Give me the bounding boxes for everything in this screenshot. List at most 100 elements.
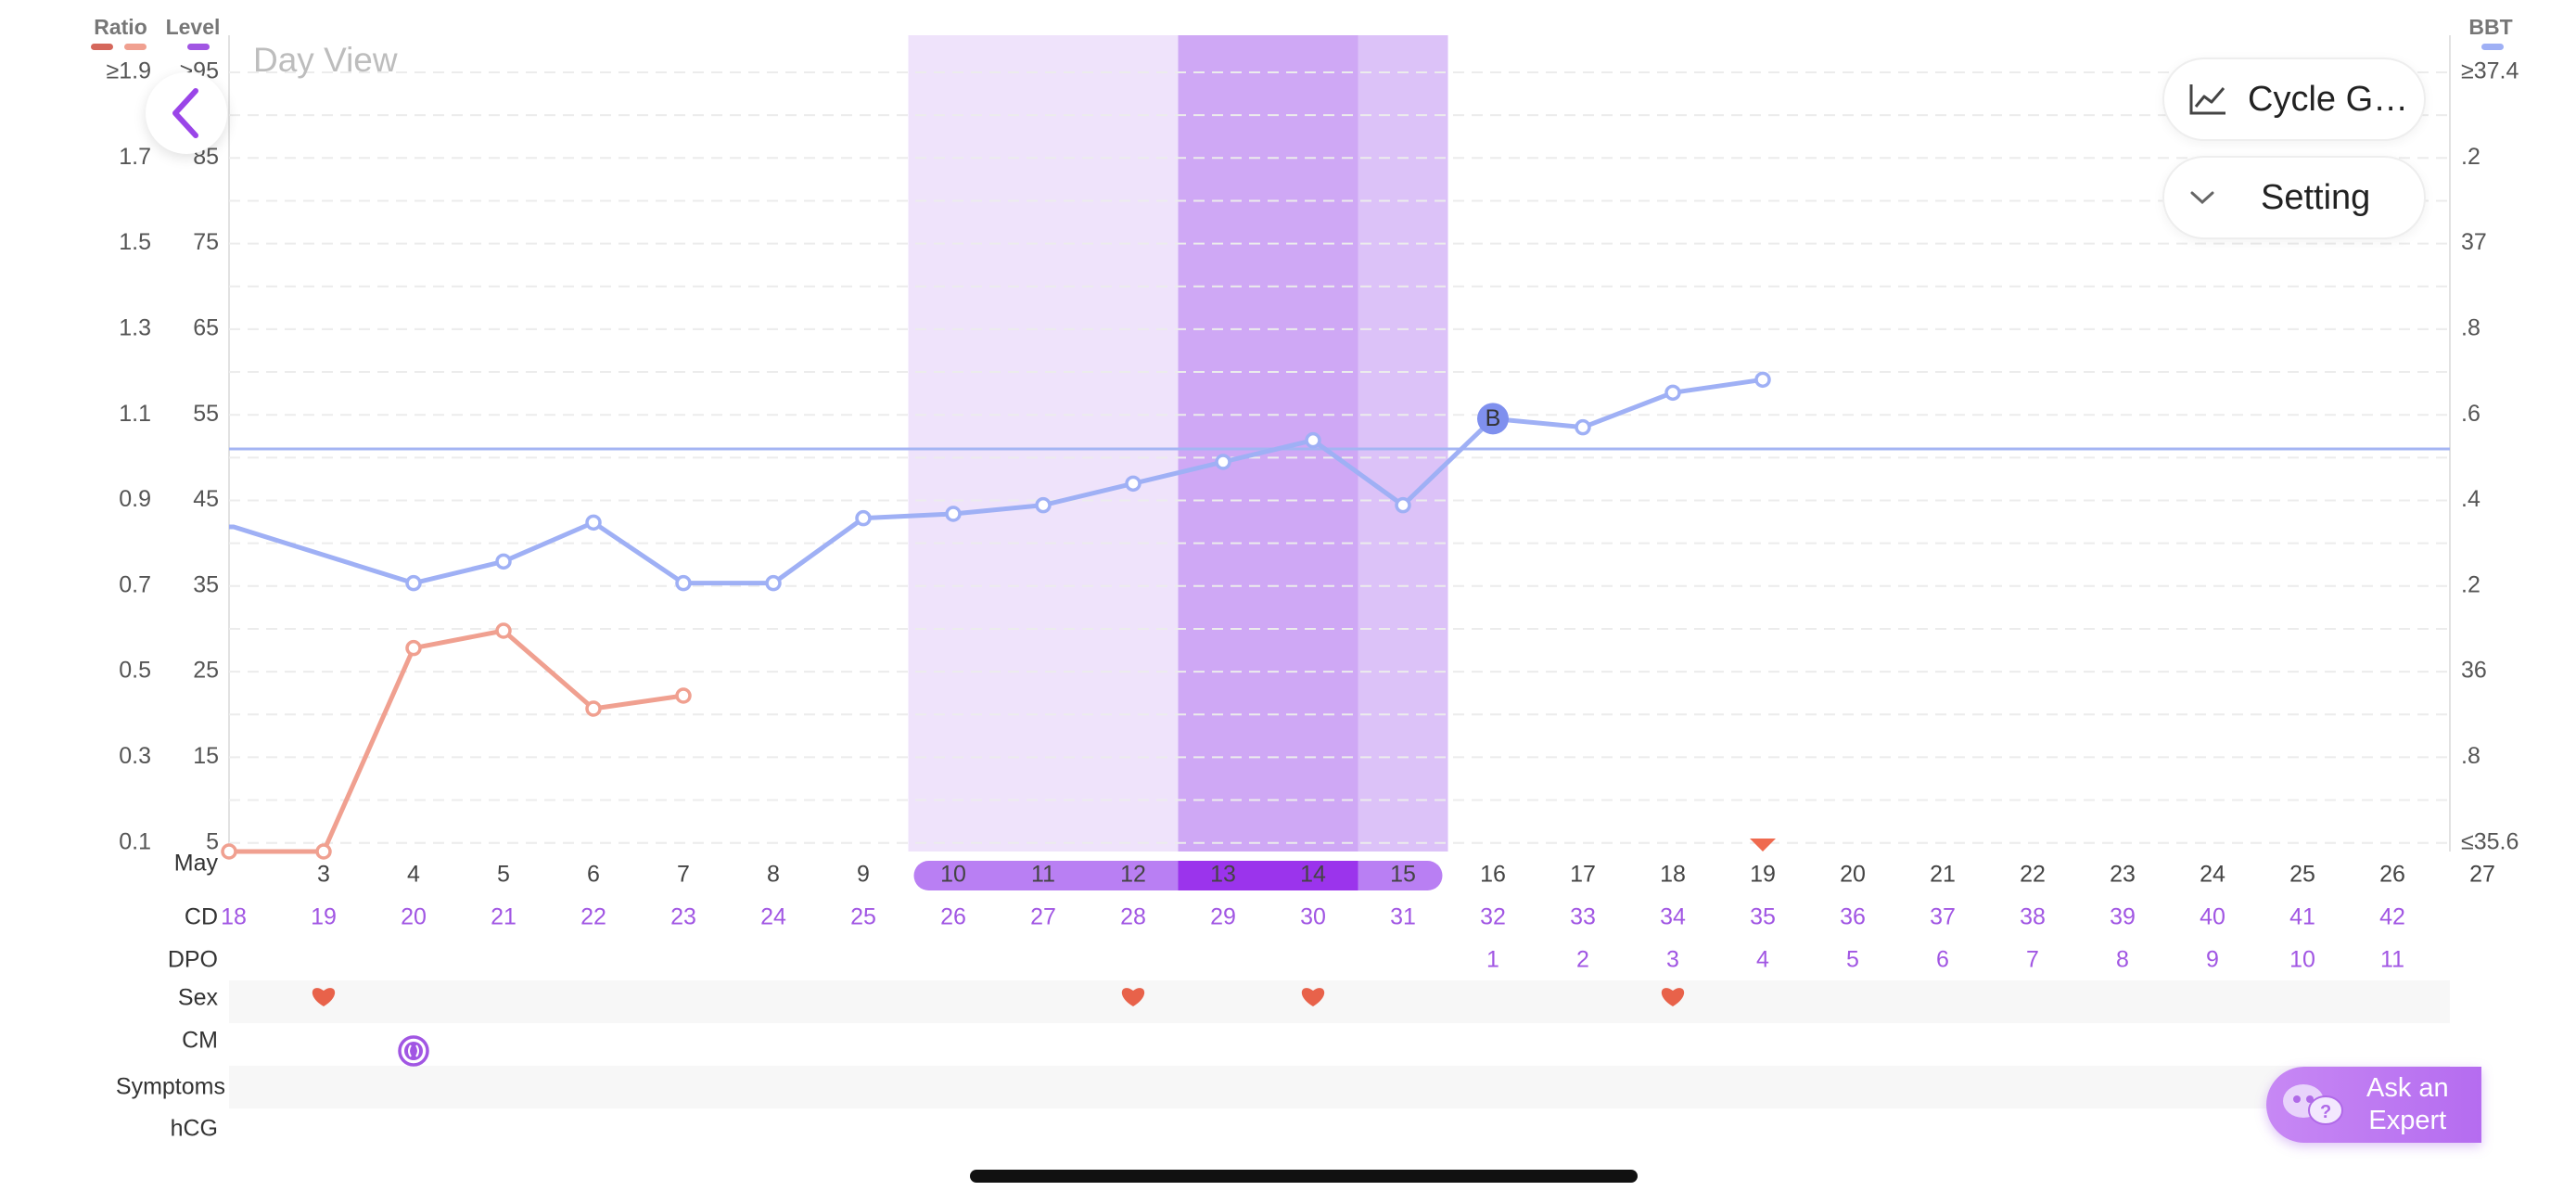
- ratio-tick: 0.5: [119, 658, 151, 684]
- cycle-day-label: 29: [1210, 904, 1236, 930]
- cycle-day-label: 37: [1930, 904, 1956, 930]
- ratio-data-point: [585, 700, 602, 717]
- bbt-data-point: [1664, 384, 1681, 402]
- month-label: May: [174, 851, 219, 877]
- cycle-day-label: 30: [1300, 904, 1326, 930]
- ratio-data-point: [675, 687, 692, 704]
- date-label: 8: [767, 862, 780, 888]
- ratio-tick: ≥1.9: [107, 58, 151, 84]
- cervical-mucus-icon-core: [404, 1042, 423, 1060]
- cycle-day-label: 40: [2200, 904, 2225, 930]
- date-label: 11: [1031, 862, 1055, 888]
- dpo-label: 6: [1936, 947, 1949, 973]
- home-indicator[interactable]: [970, 1170, 1638, 1183]
- date-label: 12: [1120, 862, 1146, 888]
- bbt-tick: .6: [2461, 401, 2480, 427]
- bbt-tick: 37: [2461, 229, 2487, 255]
- bbt-data-point: [1575, 418, 1591, 436]
- date-label: 25: [2289, 862, 2315, 888]
- cycle-day-label: 39: [2110, 904, 2136, 930]
- level-tick: 55: [193, 401, 219, 427]
- date-label: 17: [1570, 862, 1596, 888]
- heart-icon: [1121, 988, 1145, 1006]
- date-label: 16: [1480, 862, 1506, 888]
- dpo-label: 1: [1486, 947, 1499, 973]
- cycle-day-label: 32: [1480, 904, 1506, 930]
- ratio-tick: 1.7: [119, 144, 151, 170]
- cycle-gallery-button[interactable]: Cycle Gal...: [2162, 58, 2426, 141]
- cycle-day-label: 27: [1030, 904, 1056, 930]
- cycle-day-label: 23: [670, 904, 696, 930]
- date-label: 5: [497, 862, 510, 888]
- date-label: 4: [407, 862, 420, 888]
- cycle-day-label: 25: [850, 904, 876, 930]
- cycle-gallery-label: Cycle Gal...: [2248, 79, 2424, 119]
- bbt-data-point: [1215, 454, 1231, 470]
- back-button[interactable]: [146, 72, 227, 154]
- cycle-day-label: 41: [2289, 904, 2315, 930]
- date-label: 19: [1750, 862, 1776, 888]
- cycle-day-label: 24: [760, 904, 786, 930]
- bbt-data-point: [765, 574, 782, 592]
- setting-label: Setting: [2261, 177, 2371, 217]
- cycle-day-label: 33: [1570, 904, 1596, 930]
- legend-ratio-swatch: [91, 44, 113, 50]
- post-peak-band: [1358, 35, 1448, 852]
- bbt-tick: .2: [2461, 571, 2480, 597]
- sex-row-label: Sex: [178, 985, 219, 1011]
- legend-ratio-label: Ratio: [94, 15, 147, 39]
- ratio-data-point: [495, 622, 512, 639]
- day-view-title: Day View: [253, 41, 398, 79]
- ovulation-marker-icon: [1750, 839, 1776, 852]
- legend-bbt-swatch: [2481, 44, 2504, 50]
- bbt-data-point: [945, 506, 962, 522]
- bbt-data-point: [1305, 431, 1321, 449]
- date-label: 10: [940, 862, 966, 888]
- bbt-data-point: [495, 553, 512, 570]
- cycle-day-label: 28: [1120, 904, 1146, 930]
- ratio-tick: 1.3: [119, 315, 151, 341]
- bbt-data-point: [1035, 496, 1052, 514]
- cycle-day-label: 34: [1660, 904, 1686, 930]
- cycle-day-label: 20: [401, 904, 427, 930]
- dpo-label: 4: [1756, 947, 1769, 973]
- ratio-tick: 0.3: [119, 743, 151, 769]
- dpo-label: 7: [2026, 947, 2039, 973]
- setting-button[interactable]: Setting: [2162, 156, 2426, 239]
- date-label: 3: [317, 862, 330, 888]
- ask-expert-line2: Expert: [2368, 1106, 2447, 1135]
- date-label: 23: [2110, 862, 2136, 888]
- bbt-data-point: [675, 574, 692, 592]
- symptoms-row-stripe: [229, 1066, 2450, 1108]
- ratio-tick: 0.1: [119, 828, 151, 854]
- dpo-label: 11: [2380, 947, 2404, 973]
- level-tick: 15: [193, 743, 219, 769]
- bbt-data-point: [1395, 496, 1411, 514]
- bbt-tick: .4: [2461, 486, 2480, 512]
- bbt-data-point: [855, 509, 872, 527]
- ratio-tick: 1.1: [119, 401, 151, 427]
- cycle-day-label: 26: [940, 904, 966, 930]
- bbt-tick: ≥37.4: [2461, 58, 2519, 84]
- cycle-day-label: 18: [221, 904, 247, 930]
- cycle-day-label: 36: [1840, 904, 1866, 930]
- ratio-tick: 0.9: [119, 486, 151, 512]
- date-label: 13: [1210, 862, 1236, 888]
- svg-text:?: ?: [2320, 1102, 2331, 1122]
- bbt-data-point: [1125, 475, 1141, 493]
- date-label: 7: [677, 862, 690, 888]
- ask-expert-button[interactable]: ? Ask an Expert: [2266, 1067, 2481, 1143]
- date-label: 18: [1660, 862, 1686, 888]
- legend-level-label: Level: [166, 15, 221, 39]
- level-tick: 5: [206, 828, 219, 854]
- date-label: 9: [857, 862, 870, 888]
- ask-expert-line1: Ask an: [2366, 1073, 2449, 1103]
- peak-days-band: [1178, 35, 1358, 852]
- date-label: 27: [2469, 862, 2495, 888]
- ratio-tick: 0.7: [119, 571, 151, 597]
- cycle-day-label: 31: [1390, 904, 1416, 930]
- cycle-day-label: 42: [2379, 904, 2405, 930]
- date-label: 22: [2020, 862, 2046, 888]
